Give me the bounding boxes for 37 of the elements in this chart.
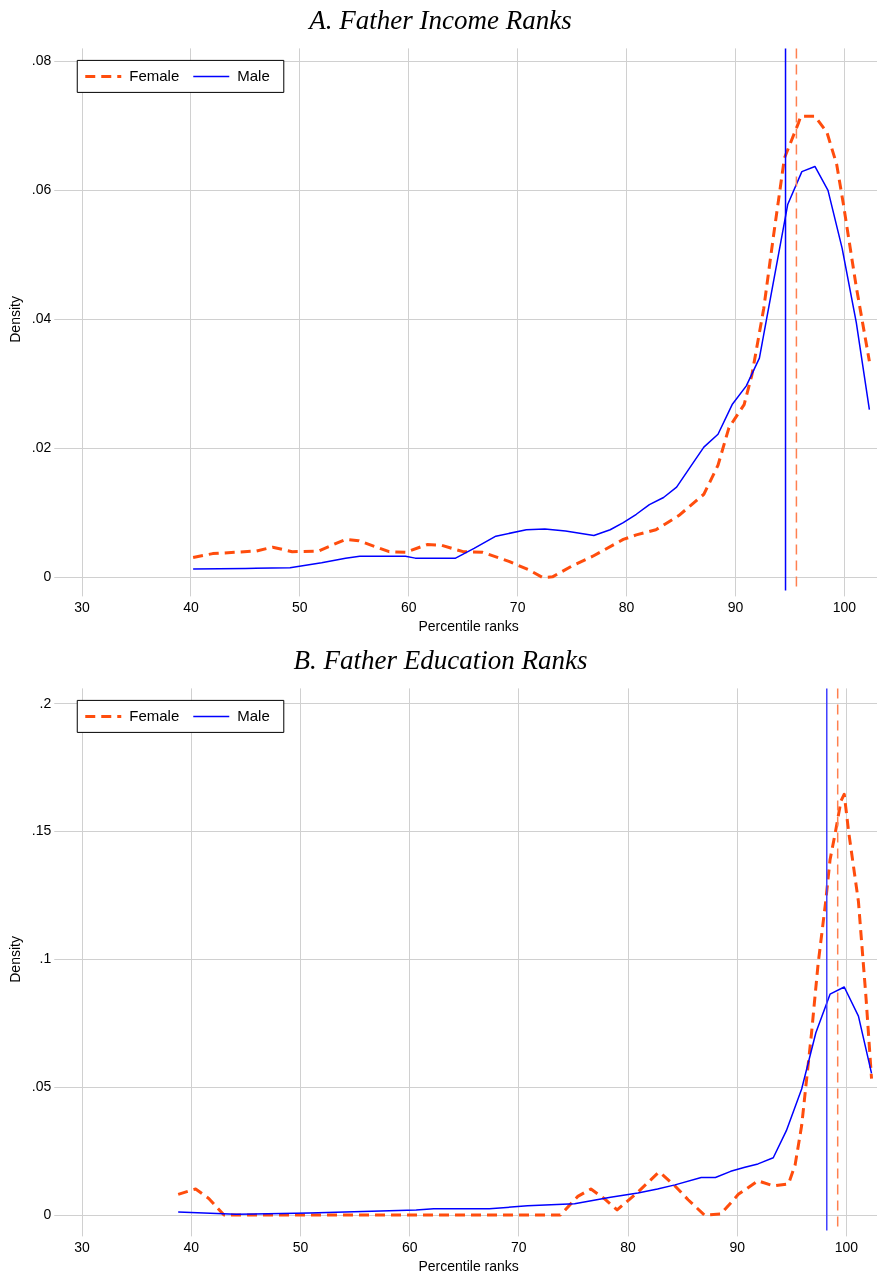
x-axis-title: Percentile ranks	[418, 618, 519, 635]
y-tick-label: .02	[31, 439, 52, 456]
x-tick-label: 100	[834, 1238, 859, 1255]
y-tick-label: .06	[31, 181, 52, 198]
y-axis-title: Density	[7, 936, 24, 983]
x-tick-label: 30	[74, 598, 91, 615]
x-tick-label: 80	[620, 1238, 637, 1255]
legend-label: Female	[129, 66, 180, 84]
x-tick-label: 40	[183, 1238, 200, 1255]
y-tick-label: .2	[39, 694, 52, 711]
legend-label: Female	[129, 706, 180, 724]
x-tick-label: 30	[74, 1238, 91, 1255]
x-tick-label: 40	[183, 598, 199, 615]
y-tick-label: 0	[43, 568, 52, 585]
x-axis-title: Percentile ranks	[418, 1258, 519, 1275]
x-tick-label: 60	[401, 1238, 418, 1255]
y-tick-label: .05	[31, 1078, 52, 1095]
x-tick-label: 80	[618, 598, 635, 615]
x-tick-label: 70	[509, 598, 526, 615]
y-tick-label: 0	[43, 1205, 52, 1222]
y-tick-label: .08	[31, 52, 52, 69]
y-tick-label: .04	[31, 310, 52, 327]
x-tick-label: 50	[292, 1238, 309, 1255]
legend-label: Male	[237, 66, 270, 84]
y-tick-label: .1	[39, 950, 52, 967]
y-tick-label: .15	[31, 822, 52, 839]
y-axis-title: Density	[7, 296, 24, 343]
x-tick-label: 70	[511, 1238, 527, 1255]
line-series	[176, 792, 874, 1217]
x-tick-label: 50	[292, 598, 308, 615]
chart-title: B. Father Education Ranks	[293, 645, 588, 676]
chart-title: A. Father Income Ranks	[307, 5, 572, 36]
x-tick-label: 90	[727, 598, 744, 615]
legend-label: Male	[237, 706, 270, 724]
x-tick-label: 90	[729, 1238, 746, 1255]
x-tick-label: 60	[400, 598, 417, 615]
x-tick-label: 100	[832, 598, 857, 615]
